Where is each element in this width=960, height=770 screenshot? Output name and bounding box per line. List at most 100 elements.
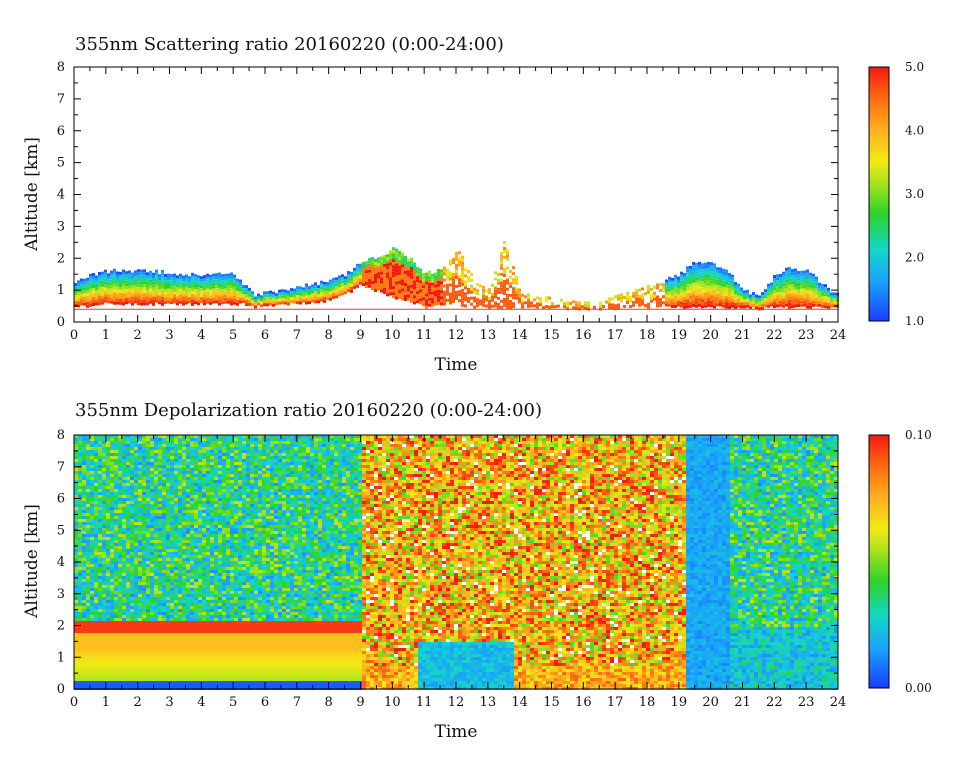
x-tick-label: 8 (325, 328, 333, 343)
scattering-cell (749, 297, 752, 301)
depolarization-cell (130, 555, 134, 558)
scattering-cell (284, 292, 287, 296)
scattering-cell (572, 306, 575, 310)
depolarization-cell (98, 519, 102, 522)
scattering-cell (401, 261, 404, 265)
depolarization-cell (130, 546, 134, 549)
depolarization-cell (126, 522, 130, 525)
scattering-cell (368, 263, 371, 267)
depolarization-cell (130, 525, 134, 528)
scattering-cell (500, 281, 503, 285)
depolarization-cell (74, 555, 78, 558)
depolarization-cell (102, 552, 106, 555)
depolarization-cell (110, 444, 114, 447)
depolarization-cell (182, 447, 186, 450)
depolarization-cell (74, 645, 78, 648)
scattering-cell (404, 270, 407, 274)
depolarization-cell (170, 444, 174, 447)
scattering-cell (86, 277, 89, 281)
scattering-cell (503, 288, 506, 292)
depolarization-cell (154, 642, 158, 645)
depolarization-cell (134, 609, 138, 612)
depolarization-cell (142, 597, 146, 600)
scattering-cell (143, 272, 146, 276)
depolarization-cell (182, 666, 186, 669)
depolarization-cell (166, 528, 170, 531)
depolarization-cell (182, 489, 186, 492)
depolarization-cell (94, 480, 98, 483)
scattering-cell (176, 284, 179, 288)
scattering-cell (233, 280, 236, 284)
depolarization-cell (110, 537, 114, 540)
depolarization-cell (174, 663, 178, 666)
scattering-cell (719, 288, 722, 292)
depolarization-cell (146, 531, 150, 534)
scattering-cell (635, 297, 638, 301)
scattering-cell (398, 259, 401, 263)
depolarization-cell (194, 558, 198, 561)
scattering-cell (641, 296, 644, 300)
scattering-cell (95, 290, 98, 294)
depolarization-cell (110, 654, 114, 657)
depolarization-cell (150, 528, 154, 531)
depolarization-cell (182, 585, 186, 588)
scattering-cell (779, 291, 782, 295)
depolarization-cell (126, 483, 130, 486)
depolarization-cell (130, 462, 134, 465)
scattering-cell (512, 290, 515, 294)
depolarization-cell (198, 525, 202, 528)
depolarization-cell (162, 534, 166, 537)
scattering-cell (341, 286, 344, 290)
depolarization-cell (174, 582, 178, 585)
scattering-cell (179, 291, 182, 295)
depolarization-cell (90, 627, 94, 630)
scattering-cell (368, 260, 371, 264)
depolarization-cell (134, 471, 138, 474)
scattering-cell (488, 288, 491, 292)
scattering-cell (692, 261, 695, 265)
depolarization-cell (146, 573, 150, 576)
depolarization-cell (170, 480, 174, 483)
scattering-cell (773, 275, 776, 279)
depolarization-cell (182, 594, 186, 597)
depolarization-cell (158, 678, 162, 681)
scattering-cell (158, 289, 161, 293)
depolarization-cell (126, 624, 130, 627)
x-tick-label: 13 (480, 328, 497, 343)
scattering-cell (92, 296, 95, 300)
depolarization-cell (78, 672, 82, 675)
depolarization-cell (78, 447, 82, 450)
scattering-cell (359, 263, 362, 267)
scattering-cell (683, 275, 686, 279)
depolarization-cell (110, 480, 114, 483)
depolarization-cell (198, 528, 202, 531)
scattering-cell (560, 298, 563, 302)
scattering-cell (149, 291, 152, 295)
depolarization-cell (126, 468, 130, 471)
scattering-cell (170, 292, 173, 296)
scattering-cell (86, 292, 89, 296)
depolarization-cell (178, 537, 182, 540)
scattering-cell (371, 257, 374, 261)
depolarization-cell (198, 555, 202, 558)
depolarization-cell (98, 600, 102, 603)
scattering-cell (197, 293, 200, 297)
scattering-cell (785, 282, 788, 286)
depolarization-cell (194, 654, 198, 657)
depolarization-cell (110, 534, 114, 537)
depolarization-cell (178, 495, 182, 498)
depolarization-cell (162, 510, 166, 513)
depolarization-cell (154, 531, 158, 534)
scattering-cell (791, 278, 794, 282)
scattering-cell (794, 277, 797, 281)
depolarization-cell (166, 678, 170, 681)
depolarization-cell (178, 465, 182, 468)
depolarization-cell (158, 507, 162, 510)
depolarization-cell (182, 501, 186, 504)
scattering-cell (209, 301, 212, 305)
scattering-cell (452, 257, 455, 261)
scattering-cell (182, 302, 185, 306)
depolarization-cell (190, 576, 194, 579)
scattering-cell (455, 275, 458, 279)
depolarization-cell (102, 675, 106, 678)
